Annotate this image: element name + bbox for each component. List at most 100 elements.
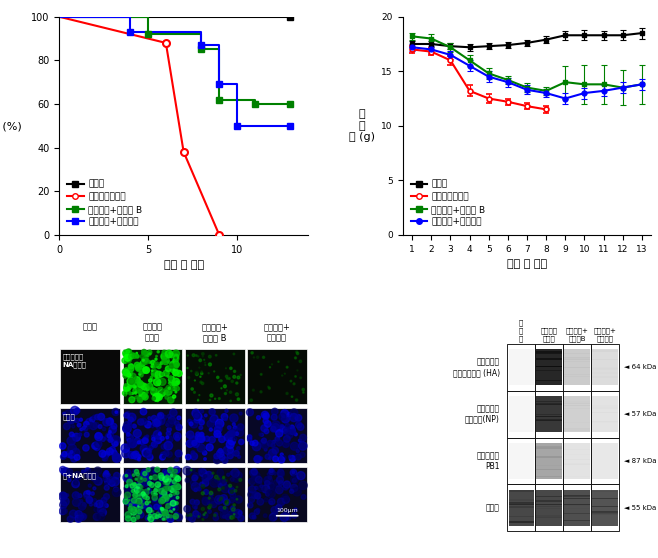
Circle shape [201, 507, 205, 511]
Circle shape [155, 482, 161, 487]
Circle shape [157, 364, 161, 368]
Circle shape [155, 467, 160, 472]
Circle shape [158, 473, 164, 478]
Circle shape [278, 469, 284, 474]
Circle shape [250, 469, 257, 477]
Circle shape [126, 411, 130, 416]
Circle shape [215, 476, 222, 483]
Circle shape [218, 496, 225, 503]
Circle shape [126, 433, 130, 436]
Circle shape [194, 507, 197, 509]
Circle shape [222, 457, 228, 463]
Circle shape [141, 383, 147, 389]
Bar [536, 353, 562, 354]
Circle shape [208, 506, 211, 509]
Circle shape [273, 480, 280, 486]
Circle shape [255, 487, 258, 489]
Circle shape [220, 497, 222, 499]
Text: 인플루엔자
적혈구응집소 (HA): 인플루엔자 적혈구응집소 (HA) [453, 358, 499, 377]
Circle shape [163, 482, 168, 487]
Circle shape [155, 488, 158, 492]
Circle shape [60, 501, 67, 508]
Bar [509, 504, 534, 505]
Bar [592, 490, 618, 526]
Circle shape [107, 418, 113, 424]
Circle shape [94, 507, 99, 512]
Circle shape [293, 383, 295, 384]
Circle shape [155, 394, 163, 401]
Circle shape [136, 498, 142, 504]
Circle shape [89, 422, 97, 430]
Circle shape [163, 487, 167, 492]
Circle shape [176, 369, 178, 372]
Circle shape [130, 376, 132, 377]
Circle shape [160, 436, 164, 440]
Circle shape [275, 486, 283, 494]
Circle shape [156, 435, 161, 440]
Circle shape [284, 428, 288, 432]
Circle shape [72, 480, 80, 488]
Circle shape [192, 440, 197, 446]
Circle shape [290, 484, 298, 492]
Circle shape [124, 353, 128, 357]
Circle shape [166, 436, 168, 439]
Circle shape [155, 487, 159, 491]
Circle shape [226, 375, 228, 378]
Circle shape [174, 364, 178, 369]
Circle shape [81, 515, 84, 518]
Circle shape [219, 499, 221, 501]
Circle shape [160, 392, 161, 394]
Circle shape [194, 436, 197, 439]
Circle shape [139, 480, 146, 488]
Circle shape [168, 397, 174, 403]
Circle shape [138, 489, 143, 494]
Circle shape [148, 417, 151, 420]
Circle shape [134, 493, 138, 496]
Bar [565, 396, 590, 432]
Circle shape [276, 477, 284, 483]
Circle shape [268, 387, 270, 389]
Circle shape [216, 450, 224, 457]
Circle shape [93, 513, 101, 521]
Circle shape [139, 506, 140, 508]
Circle shape [114, 487, 118, 492]
Circle shape [140, 408, 147, 415]
Circle shape [86, 418, 92, 425]
Circle shape [202, 518, 204, 521]
Circle shape [200, 381, 202, 383]
Circle shape [166, 436, 173, 442]
Circle shape [152, 474, 160, 482]
Circle shape [104, 470, 109, 475]
Circle shape [170, 474, 173, 477]
Circle shape [155, 371, 162, 378]
Circle shape [278, 456, 285, 463]
Circle shape [249, 513, 255, 519]
Circle shape [195, 513, 201, 518]
Circle shape [124, 484, 133, 493]
Circle shape [192, 354, 195, 357]
Circle shape [216, 502, 220, 504]
Circle shape [211, 415, 218, 422]
Circle shape [281, 410, 289, 417]
Circle shape [214, 427, 221, 434]
Circle shape [190, 469, 192, 471]
Bar [536, 419, 562, 420]
Circle shape [86, 497, 92, 502]
Bar [565, 430, 590, 431]
Circle shape [255, 477, 262, 483]
Circle shape [151, 388, 153, 390]
Circle shape [215, 398, 216, 400]
Circle shape [138, 418, 144, 425]
Circle shape [167, 516, 174, 522]
Circle shape [297, 352, 299, 354]
Circle shape [226, 431, 235, 439]
Bar [61, 349, 120, 403]
Circle shape [105, 483, 107, 485]
Circle shape [224, 392, 226, 395]
Circle shape [264, 429, 269, 434]
Circle shape [138, 381, 143, 386]
Circle shape [284, 498, 288, 502]
Circle shape [72, 492, 80, 499]
Bar [536, 396, 562, 432]
Bar [565, 403, 590, 404]
